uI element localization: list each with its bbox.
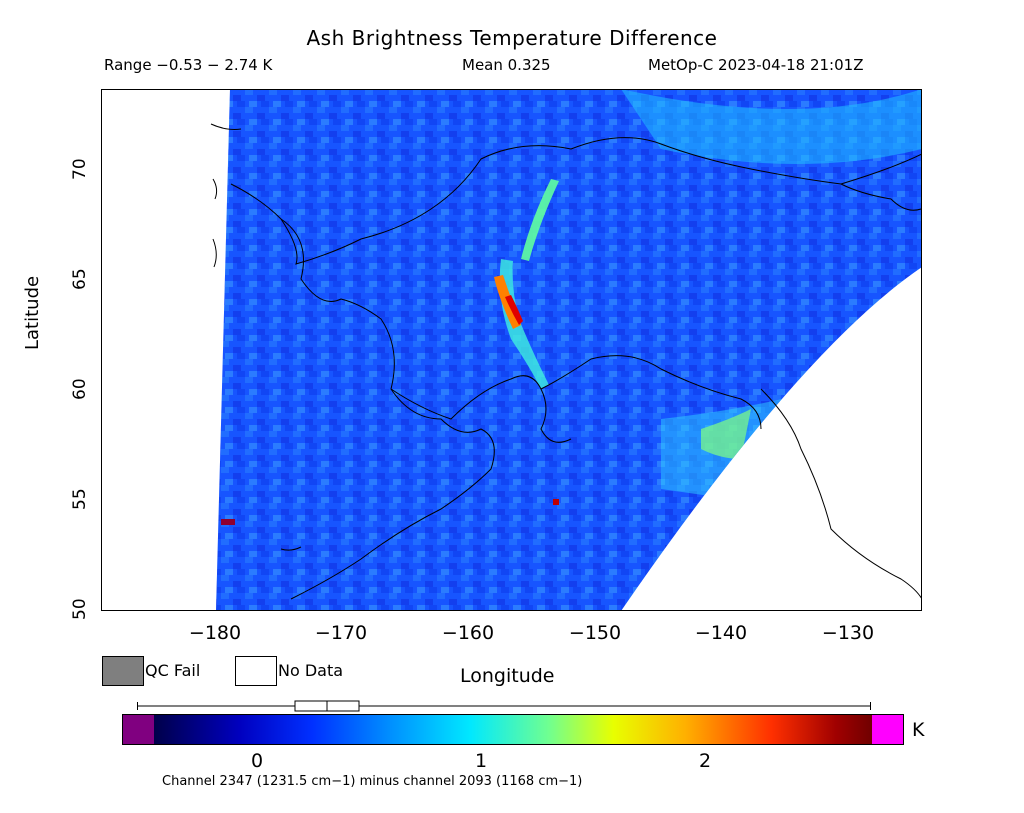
y-tick-label: 55 (70, 488, 90, 510)
x-tick-label: −130 (821, 622, 875, 644)
y-tick-label: 60 (70, 378, 90, 400)
x-tick-label: −140 (694, 622, 748, 644)
mean-stat: Mean 0.325 (462, 56, 551, 74)
y-tick-label: 65 (70, 268, 90, 290)
qc-fail-swatch (102, 656, 144, 686)
no-data-swatch (235, 656, 277, 686)
colorbar-tick-label: 1 (474, 750, 488, 772)
colorbar-under-swatch (123, 715, 154, 744)
x-tick-label: −170 (314, 622, 368, 644)
x-axis-label: Longitude (460, 665, 555, 687)
distribution-boxplot (137, 700, 871, 712)
map-canvas (101, 89, 923, 611)
y-tick-label: 70 (70, 158, 90, 180)
no-data-label: No Data (278, 661, 344, 680)
y-axis-label: Latitude (22, 275, 43, 350)
satellite-time-stat: MetOp-C 2023-04-18 21:01Z (648, 56, 864, 74)
colorbar-caption: Channel 2347 (1231.5 cm−1) minus channel… (162, 774, 583, 789)
colorbar-unit: K (912, 719, 925, 741)
colorbar (122, 714, 904, 745)
qc-fail-label: QC Fail (145, 661, 201, 680)
map-plot (101, 89, 923, 611)
y-tick-label: 50 (70, 598, 90, 620)
colorbar-over-swatch (872, 715, 903, 744)
chart-title: Ash Brightness Temperature Difference (306, 26, 718, 50)
colorbar-gradient (154, 715, 872, 744)
x-tick-label: −180 (188, 622, 242, 644)
range-stat: Range −0.53 − 2.74 K (104, 56, 273, 74)
x-tick-label: −150 (568, 622, 622, 644)
data-swath (216, 89, 922, 611)
x-tick-label: −160 (441, 622, 495, 644)
colorbar-tick-label: 0 (250, 750, 264, 772)
coastlines (210, 123, 923, 600)
colorbar-tick-label: 2 (698, 750, 712, 772)
